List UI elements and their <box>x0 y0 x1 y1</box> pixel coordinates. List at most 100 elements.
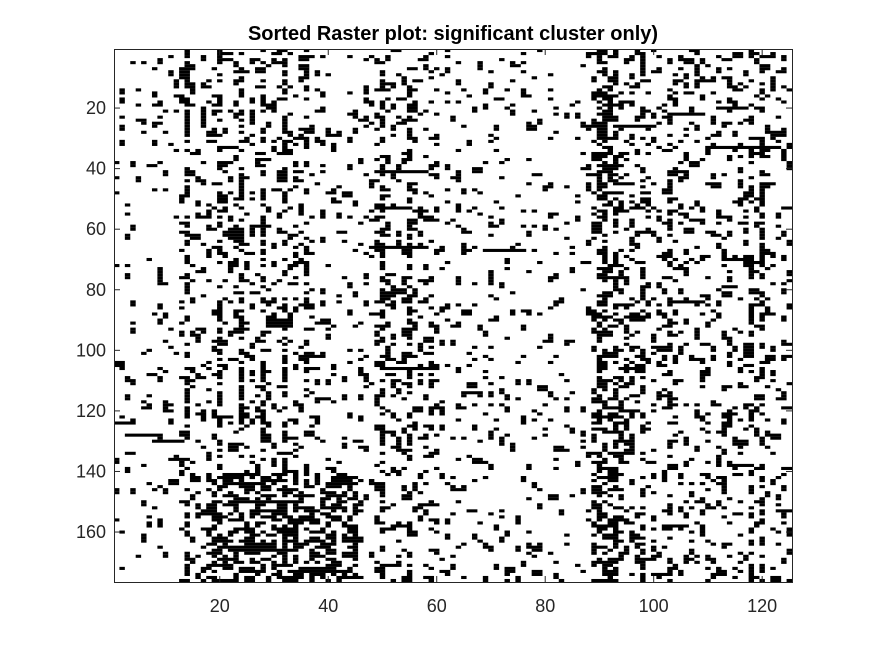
raster-cell <box>515 518 521 522</box>
raster-cell <box>390 445 402 449</box>
raster-cell <box>640 357 651 361</box>
raster-cell <box>656 106 662 110</box>
raster-cell <box>157 279 163 283</box>
raster-cell <box>656 67 662 71</box>
raster-cell <box>602 167 619 171</box>
raster-cell <box>379 124 386 128</box>
raster-cell <box>396 418 402 422</box>
raster-cell <box>282 469 299 474</box>
raster-cell <box>650 336 657 340</box>
raster-cell <box>390 394 397 398</box>
raster-cell <box>211 373 223 377</box>
raster-cell <box>613 282 619 286</box>
raster-cell <box>309 557 315 561</box>
raster-cell <box>330 373 337 377</box>
raster-cell <box>260 221 266 225</box>
raster-cell <box>406 554 413 558</box>
raster-cell <box>672 309 679 313</box>
raster-cell <box>282 145 288 149</box>
raster-cell <box>406 415 413 419</box>
raster-cell <box>303 370 310 374</box>
raster-cell <box>509 79 516 83</box>
raster-cell <box>358 418 364 422</box>
raster-cell <box>276 306 288 310</box>
raster-cell <box>683 557 695 561</box>
raster-cell <box>596 49 608 53</box>
raster-cell <box>352 294 359 298</box>
raster-cell <box>705 488 711 492</box>
raster-cell <box>656 575 662 580</box>
raster-cell <box>385 348 391 352</box>
raster-cell <box>482 476 489 480</box>
raster-cell <box>379 388 386 392</box>
raster-cell <box>390 466 397 470</box>
raster-cell <box>710 76 717 80</box>
raster-cell <box>396 448 413 452</box>
raster-cell <box>330 366 337 371</box>
raster-cell <box>276 227 283 231</box>
raster-cell <box>238 391 245 395</box>
raster-cell <box>650 112 657 116</box>
raster-cell <box>661 148 673 153</box>
raster-cell <box>732 52 744 56</box>
raster-cell <box>374 427 386 431</box>
raster-cell <box>748 572 755 576</box>
raster-cell <box>759 312 776 316</box>
raster-cell <box>640 488 646 492</box>
raster-cell <box>678 569 684 573</box>
raster-cell <box>699 360 706 365</box>
raster-cell <box>667 224 673 228</box>
raster-cell <box>455 203 462 207</box>
raster-cell <box>634 370 646 374</box>
raster-cell <box>683 342 689 346</box>
raster-cell <box>179 67 196 71</box>
raster-cell <box>314 397 331 401</box>
raster-cell <box>233 291 245 295</box>
raster-cell <box>786 145 792 149</box>
raster-cell <box>694 79 717 83</box>
raster-cell <box>233 327 250 331</box>
raster-cell <box>694 336 700 340</box>
raster-cell <box>650 70 662 74</box>
raster-cell <box>602 254 608 259</box>
raster-cell <box>748 539 755 543</box>
raster-cell <box>759 227 765 231</box>
raster-cell <box>721 479 727 483</box>
raster-cell <box>325 327 331 331</box>
raster-cell <box>238 91 245 95</box>
raster-cell <box>716 55 722 59</box>
raster-cell <box>650 545 657 549</box>
raster-cell <box>374 170 429 174</box>
raster-cell <box>721 248 727 252</box>
raster-cell <box>786 548 792 552</box>
raster-cell <box>737 167 744 171</box>
raster-cell <box>547 336 554 340</box>
raster-cell <box>488 403 494 407</box>
raster-cell <box>716 482 727 486</box>
raster-cell <box>428 427 435 431</box>
raster-cell <box>330 518 342 522</box>
raster-cell <box>303 188 310 192</box>
raster-cell <box>265 121 272 125</box>
raster-cell <box>390 469 402 474</box>
raster-cell <box>314 421 321 425</box>
raster-cell <box>396 439 402 443</box>
raster-cell <box>260 557 272 561</box>
raster-cell <box>786 551 792 555</box>
raster-cell <box>667 439 679 443</box>
raster-cell <box>694 127 700 131</box>
raster-cell <box>602 327 608 331</box>
raster-cell <box>770 82 776 86</box>
raster-cell <box>602 533 619 537</box>
raster-cell <box>634 363 646 368</box>
raster-cell <box>287 418 299 422</box>
raster-cell <box>737 370 744 374</box>
raster-cell <box>401 397 407 401</box>
raster-cell <box>282 79 288 83</box>
raster-cell <box>710 309 717 313</box>
raster-cell <box>737 366 744 371</box>
raster-cell <box>417 348 424 352</box>
raster-cell <box>396 472 402 477</box>
raster-cell <box>471 424 478 428</box>
raster-cell <box>591 91 608 95</box>
